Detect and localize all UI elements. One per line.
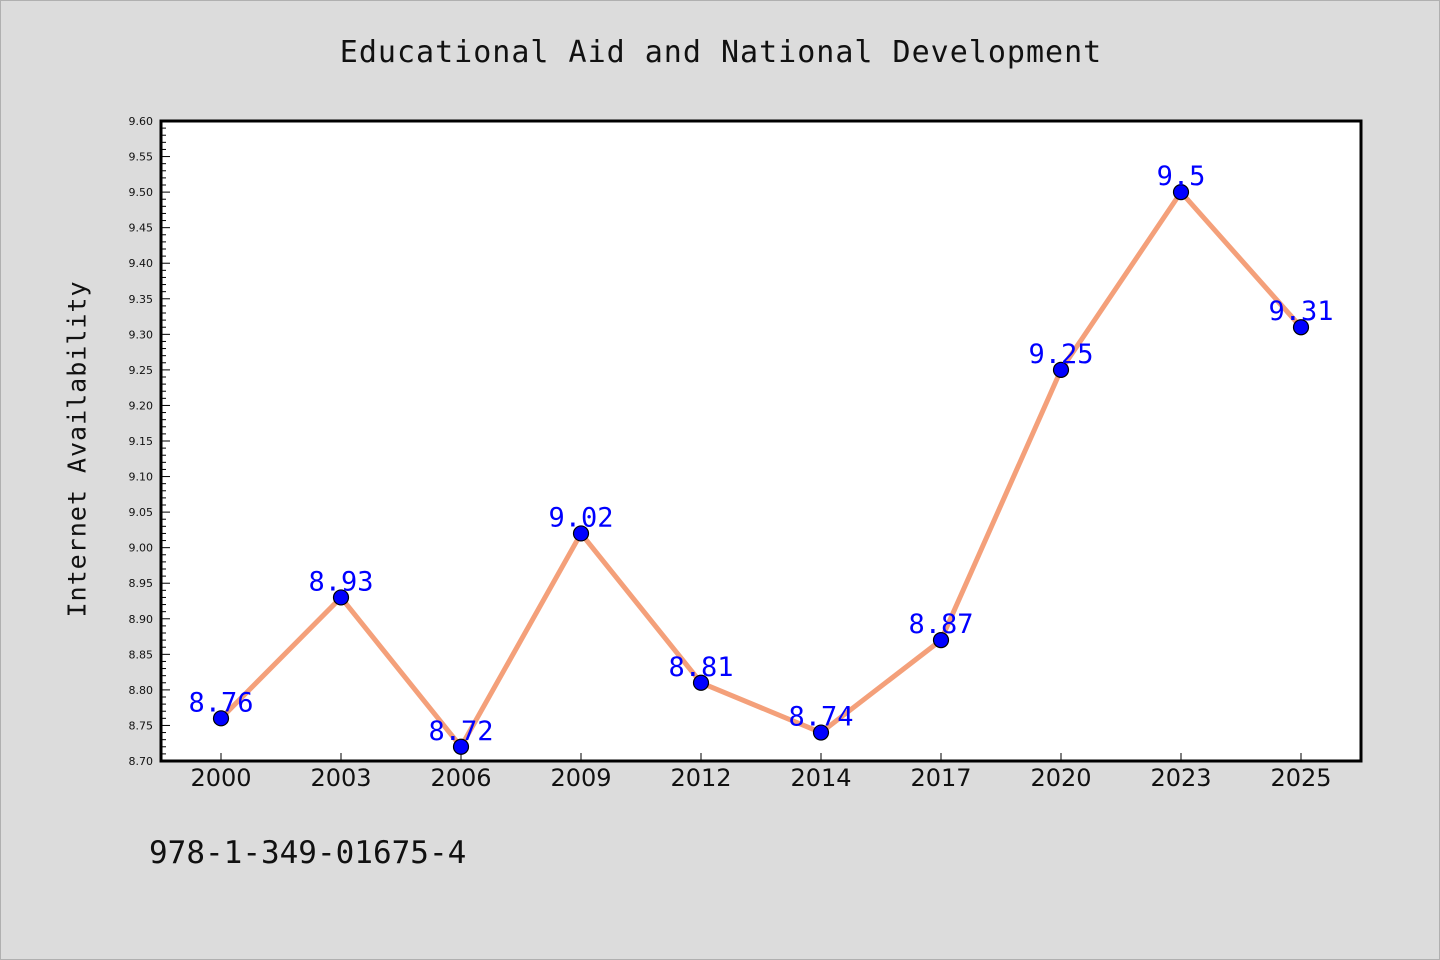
x-tick-label: 2000 — [190, 764, 251, 792]
y-tick-label: 9.30 — [129, 328, 154, 341]
data-point-marker — [692, 674, 710, 691]
y-tick-label: 9.00 — [129, 542, 154, 555]
y-tick-label: 9.35 — [129, 293, 154, 306]
data-label: 8.87 — [908, 609, 973, 640]
x-tick-label: 2020 — [1030, 764, 1091, 792]
series-line — [218, 189, 1304, 750]
y-tick-label: 9.50 — [129, 186, 154, 199]
data-point-marker — [1292, 319, 1310, 336]
data-label: 8.76 — [188, 687, 253, 718]
y-tick-label: 9.20 — [129, 399, 154, 412]
y-tick-label: 9.45 — [129, 222, 154, 235]
y-tick-label: 8.75 — [129, 719, 154, 732]
data-point-marker — [812, 724, 830, 741]
data-point-marker — [1052, 361, 1070, 378]
data-label: 8.81 — [668, 652, 733, 683]
data-point-marker — [332, 589, 350, 606]
data-label: 8.72 — [428, 716, 493, 747]
y-tick-label: 9.15 — [129, 435, 154, 448]
y-tick-label: 9.55 — [129, 151, 154, 164]
series-markers — [212, 184, 1310, 755]
data-label: 9.02 — [548, 502, 613, 533]
data-labels: 8.76 8.93 8.72 9.02 8.81 8.74 8.87 9.25 9.5 9.31 — [188, 161, 1333, 747]
y-tick-label: 8.80 — [129, 684, 154, 697]
data-label: 9.31 — [1268, 296, 1333, 327]
y-tick-label: 8.95 — [129, 577, 154, 590]
data-label: 9.5 — [1157, 161, 1206, 192]
plot-frame — [159, 119, 1363, 763]
data-label: 8.93 — [308, 566, 373, 597]
x-tick-label: 2025 — [1270, 764, 1331, 792]
y-tick-label: 8.85 — [129, 648, 154, 661]
plot-area — [161, 121, 1361, 761]
footer-code: 978-1-349-01675-4 — [149, 835, 467, 871]
x-tick-label: 2023 — [1150, 764, 1211, 792]
chart-title: Educational Aid and National Development — [339, 35, 1103, 70]
x-tick-label: 2014 — [790, 764, 851, 792]
y-axis-ticks: 8.70 8.75 8.80 8.85 8.90 8.95 9.00 9.05 9.10 9.15… — [129, 115, 170, 768]
data-point-marker — [212, 710, 230, 727]
y-tick-label: 9.10 — [129, 471, 154, 484]
x-tick-label: 2006 — [430, 764, 491, 792]
y-tick-label: 9.60 — [129, 115, 154, 128]
y-tick-label: 9.05 — [129, 506, 154, 519]
y-tick-label: 9.40 — [129, 257, 154, 270]
y-tick-label: 8.70 — [129, 755, 154, 768]
x-tick-label: 2009 — [550, 764, 611, 792]
y-tick-label: 9.25 — [129, 364, 154, 377]
data-point-marker — [1172, 184, 1190, 201]
data-label: 8.74 — [788, 702, 853, 733]
data-point-marker — [932, 632, 950, 649]
x-tick-label: 2017 — [910, 764, 971, 792]
x-tick-label: 2012 — [670, 764, 731, 792]
data-point-marker — [452, 738, 470, 755]
data-point-marker — [572, 525, 590, 542]
y-tick-label: 8.90 — [129, 613, 154, 626]
data-label: 9.25 — [1028, 339, 1093, 370]
x-tick-label: 2003 — [310, 764, 371, 792]
